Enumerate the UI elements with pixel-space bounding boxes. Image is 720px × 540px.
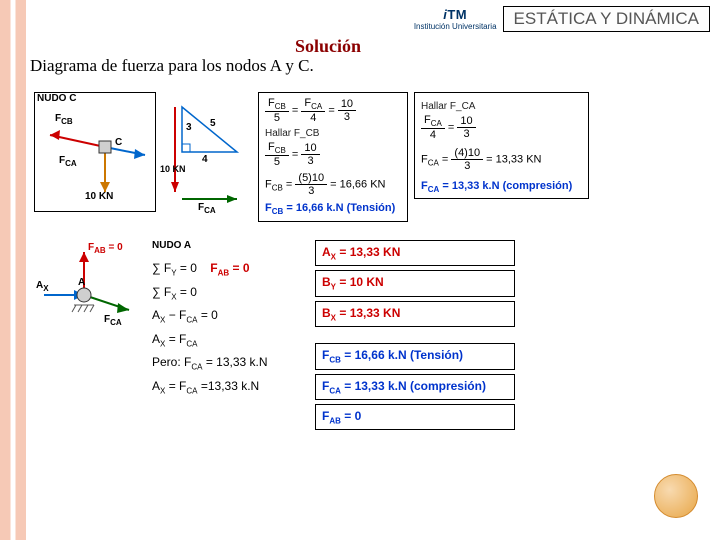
eqa-l2: ∑ FX = 0 — [152, 281, 307, 305]
eqa-l5: Pero: FCA = 13,33 k.N — [152, 351, 307, 375]
solution-heading: Solución — [295, 36, 361, 57]
left-stripe — [0, 0, 26, 540]
eqa-l6: AX = FCA =13,33 k.N — [152, 375, 307, 399]
eqa-l1: ∑ FY = 0 FAB = 0 — [152, 257, 307, 281]
eqa-l4: AX = FCA — [152, 328, 307, 352]
logo-text: iiTMTM — [443, 7, 467, 22]
label-ax: AX — [36, 280, 49, 293]
result-fca: FCA = 13,33 k.N (compresión) — [315, 374, 515, 400]
label-10kn: 10 KN — [85, 191, 113, 202]
equations-fca: Hallar F_CA FCA4 = 103 FCA = (4)103 = 13… — [414, 92, 589, 199]
nodo-a-block: NUDO A ∑ FY = 0 FAB = 0 ∑ FX = 0 AX − FC… — [152, 240, 307, 398]
eq-line3: FCB = (5)103 = 16,66 KN — [265, 172, 401, 197]
content-area: NUDO C FCB C FCA 10 KN — [34, 92, 710, 530]
tri-10kn: 10 KN — [160, 164, 186, 174]
diagram-nodo-c: NUDO C FCB C FCA 10 KN — [34, 92, 156, 212]
equations-fcb: FCB5 = FCA4 = 103 Hallar F_CB FCB5 = 103… — [258, 92, 408, 222]
eqca-line2: FCA = (4)103 = 13,33 KN — [421, 147, 582, 172]
label-fcb: FCB — [55, 113, 73, 126]
decorative-circle — [654, 474, 698, 518]
result-fab: FAB = 0 — [315, 404, 515, 430]
triangle-box: 3 5 4 10 KN FCA — [162, 92, 252, 222]
tri-3: 3 — [186, 122, 192, 133]
results-column: AX = 13,33 KN BY = 10 KN BX = 13,33 KN F… — [315, 240, 515, 430]
hallar-fca: Hallar F_CA — [421, 101, 582, 112]
course-title: ESTÁTICA Y DINÁMICA — [503, 6, 710, 32]
subtitle: Diagrama de fuerza para los nodos A y C. — [30, 56, 314, 76]
eqa-l3: AX − FCA = 0 — [152, 304, 307, 328]
diagram-nodo-a: FAB = 0 AX A FCA — [34, 240, 144, 340]
eq-line1: FCB5 = FCA4 = 103 — [265, 97, 401, 124]
fca-result: FCA = 13,33 k.N (compresión) — [421, 180, 582, 194]
tri-4: 4 — [202, 154, 208, 165]
logo-subtitle: Institución Universitaria — [414, 22, 497, 31]
result-ax: AX = 13,33 KN — [315, 240, 515, 266]
tri-5: 5 — [210, 118, 216, 129]
result-fcb: FCB = 16,66 k.N (Tensión) — [315, 343, 515, 369]
result-by: BY = 10 KN — [315, 270, 515, 296]
hallar-fcb: Hallar F_CB — [265, 128, 401, 139]
logo: iiTMTM Institución Universitaria — [414, 7, 497, 31]
result-bx: BX = 13,33 KN — [315, 301, 515, 327]
equations-a: ∑ FY = 0 FAB = 0 ∑ FX = 0 AX − FCA = 0 A… — [152, 257, 307, 398]
row-nodo-a: FAB = 0 AX A FCA NUDO A ∑ FY = 0 FAB = 0… — [34, 240, 710, 430]
eq-line2: FCB5 = 103 — [265, 141, 401, 168]
tri-fca: FCA — [198, 202, 216, 215]
row-nodo-c: NUDO C FCB C FCA 10 KN — [34, 92, 710, 222]
label-fca: FCA — [59, 155, 77, 168]
label-fab: FAB = 0 — [88, 242, 123, 255]
eqca-line1: FCA4 = 103 — [421, 114, 582, 141]
label-a-fca: FCA — [104, 314, 122, 327]
label-c: C — [115, 137, 122, 148]
label-a: A — [78, 277, 85, 288]
fcb-result: FCB = 16,66 k.N (Tensión) — [265, 202, 401, 216]
nodo-a-title: NUDO A — [152, 240, 307, 251]
header: iiTMTM Institución Universitaria ESTÁTIC… — [414, 6, 710, 32]
